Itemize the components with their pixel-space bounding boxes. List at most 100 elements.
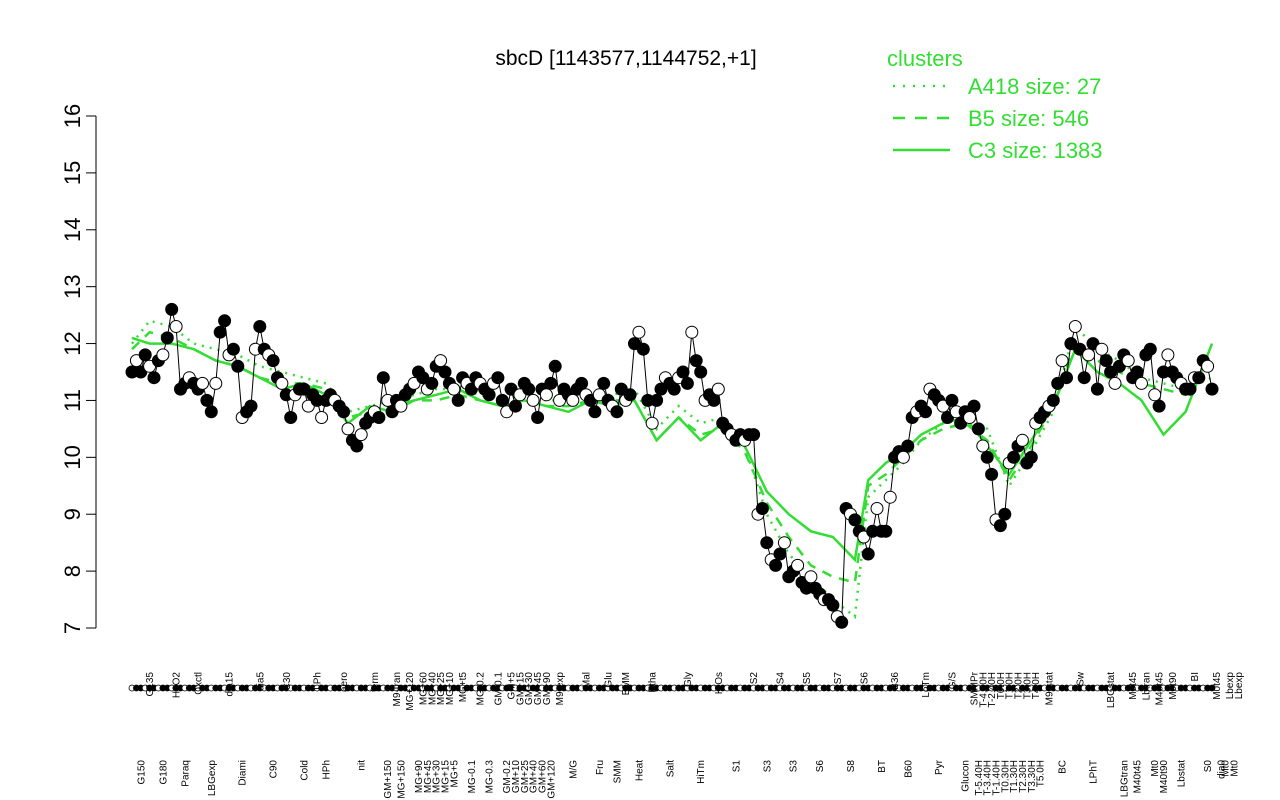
x-tick-label: GM+45 <box>533 672 544 706</box>
x-tick-label: G180 <box>158 760 169 785</box>
x-tick-label: MG+150 <box>396 760 407 799</box>
data-point <box>1015 433 1029 447</box>
data-point <box>835 615 849 629</box>
data-point <box>266 354 280 368</box>
data-point <box>667 382 681 396</box>
x-tick-label: T0.30H <box>1000 760 1011 793</box>
x-axis: G150 G135 G180 H2O2 Paraq Oxctl LBGexp dia15 Dia… <box>128 671 1245 799</box>
x-tick-label: LPh <box>313 672 324 690</box>
x-tick-label: GM-0.1 <box>493 672 504 706</box>
data-point <box>689 354 703 368</box>
x-tick-label: Lbexp <box>1225 672 1236 700</box>
data-point <box>447 382 461 396</box>
y-tick-label: 15 <box>60 161 85 185</box>
x-tick-label: MG-0.2 <box>476 672 487 706</box>
x-tick-label: Etha <box>648 672 659 693</box>
data-point <box>879 524 893 538</box>
data-point <box>1108 376 1122 390</box>
data-point <box>777 536 791 550</box>
data-point <box>509 399 522 413</box>
data-point <box>610 405 624 419</box>
cluster-line-dashed <box>131 330 1213 585</box>
x-tick-label: M0t45 <box>1212 672 1223 700</box>
data-point <box>354 428 368 442</box>
x-tick-label: M40t45 <box>1133 760 1144 794</box>
data-point <box>138 348 152 362</box>
x-tick-label: Mt0 <box>1150 760 1161 777</box>
data-point <box>169 320 183 333</box>
data-point <box>963 411 977 424</box>
data-point <box>597 376 611 390</box>
x-tick-mark <box>1208 684 1216 692</box>
data-point <box>998 507 1012 521</box>
data-point <box>1077 371 1091 385</box>
x-tick-label: G/S <box>947 672 958 690</box>
x-tick-label: Mt0 <box>1230 760 1241 777</box>
data-point <box>993 519 1007 533</box>
x-tick-label: T-1.40H <box>992 760 1003 796</box>
data-point <box>226 342 240 356</box>
data-point <box>341 422 355 436</box>
x-tick-label: dia15 <box>225 672 236 697</box>
data-point <box>1060 371 1073 385</box>
data-point <box>1192 371 1206 385</box>
data-point <box>945 393 959 407</box>
x-tick-label: MG+15 <box>441 760 452 794</box>
x-tick-label: MG+25 <box>436 672 447 706</box>
cluster-lines <box>131 319 1214 619</box>
data-point <box>1152 399 1166 413</box>
x-tick-label: M9-exp <box>555 672 566 706</box>
data-point <box>588 405 602 419</box>
x-tick-label: MG+45 <box>423 760 434 794</box>
x-tick-label: T3.0H <box>1022 672 1033 699</box>
x-tick-label: Salt <box>665 760 676 777</box>
data-point <box>1143 342 1157 356</box>
data-point <box>425 376 439 390</box>
x-tick-label: T1.0H <box>1005 672 1016 699</box>
x-tick-label: S3 <box>789 760 800 773</box>
x-tick-label: Cold <box>299 760 310 781</box>
x-tick-label: BC <box>1058 760 1069 774</box>
x-tick-label: T-2.40H <box>987 672 998 708</box>
x-tick-label: Lbexp <box>1234 672 1245 700</box>
data-point <box>1121 354 1135 368</box>
data-point <box>773 547 787 561</box>
x-tick-label: T3.30H <box>1027 760 1038 793</box>
x-tick-label: C30 <box>282 672 293 691</box>
data-point <box>522 382 536 396</box>
data-point <box>284 411 298 424</box>
x-tick-label: dia0 <box>1216 760 1227 779</box>
x-tick-label: GM+120 <box>546 760 557 799</box>
data-point <box>544 376 558 390</box>
series-line <box>131 309 1213 624</box>
data-point <box>1055 354 1069 368</box>
x-tick-label: T5.0H <box>1036 760 1047 787</box>
data-series <box>125 302 1219 629</box>
y-tick-label: 13 <box>60 274 85 298</box>
data-point <box>1130 365 1144 379</box>
x-tick-label: M40t90 <box>1159 760 1170 794</box>
cluster-line-solid <box>131 336 1214 563</box>
data-point <box>548 359 562 373</box>
x-tick-label: Lbtran <box>1141 672 1152 700</box>
x-tick-label: LPhT <box>1089 760 1100 784</box>
x-tick-label: Sw <box>1075 671 1086 686</box>
data-point <box>213 325 227 339</box>
data-point <box>711 382 725 396</box>
data-point <box>1046 393 1060 407</box>
data-point <box>209 376 223 390</box>
x-tick-label: S0 <box>1203 760 1214 773</box>
x-tick-label: T4.0H <box>1031 672 1042 699</box>
data-point <box>623 388 637 402</box>
data-point <box>848 513 862 527</box>
x-tick-label: LoTm <box>921 672 932 698</box>
data-point <box>482 388 496 402</box>
data-point <box>165 302 179 316</box>
x-tick-label: aero <box>339 672 350 692</box>
y-tick-label: 14 <box>60 218 85 242</box>
data-point <box>769 558 783 572</box>
x-tick-label: S3 <box>762 760 773 773</box>
legend-entry: B5 size: 546 <box>968 106 1089 131</box>
x-tick-label: HiOs <box>714 672 725 694</box>
x-tick-label: M40t45 <box>1155 672 1166 706</box>
